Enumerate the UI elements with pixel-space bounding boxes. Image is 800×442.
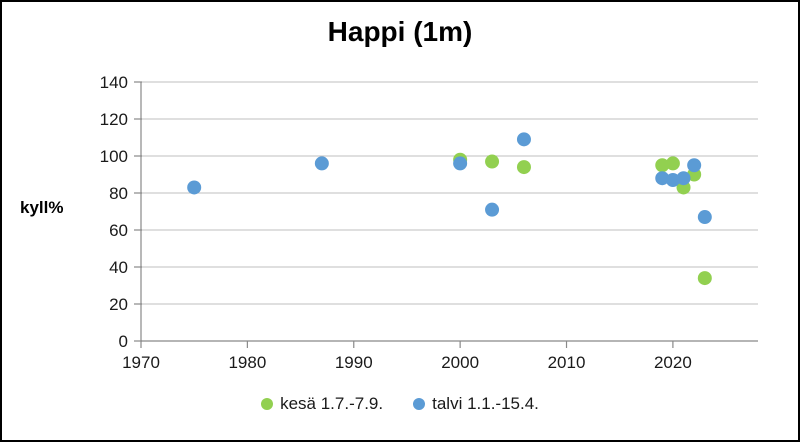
data-point [655,158,670,173]
y-tick-label: 0 [119,332,128,351]
legend-label: kesä 1.7.-7.9. [280,394,384,413]
x-tick-label: 2020 [654,353,692,372]
data-point [516,160,531,175]
y-tick-label: 80 [109,184,128,203]
chart-title: Happi (1m) [327,16,473,47]
data-point [187,180,202,195]
legend-marker-icon [413,398,426,410]
data-point [665,156,680,171]
data-point [687,158,702,173]
x-tick-label: 2000 [441,353,479,372]
data-point [676,171,691,186]
data-point [485,202,500,217]
legend-item: talvi 1.1.-15.4. [413,394,539,414]
x-tick-label: 1990 [335,353,373,372]
y-tick-label: 20 [109,295,128,314]
data-point [665,173,680,188]
legend-marker-icon [261,398,274,410]
y-tick-label: 100 [100,147,128,166]
data-point [697,210,712,225]
legend-item: kesä 1.7.-7.9. [261,394,383,414]
x-tick-label: 1980 [228,353,266,372]
data-point [453,156,468,171]
y-tick-label: 140 [100,73,128,92]
y-tick-label: 40 [109,258,128,277]
legend: kesä 1.7.-7.9. talvi 1.1.-15.4. [2,394,798,414]
data-point [314,156,329,171]
y-axis-title: kyll% [20,198,64,217]
data-point [655,171,670,186]
y-tick-label: 60 [109,221,128,240]
legend-label: talvi 1.1.-15.4. [432,394,539,413]
data-point [697,271,712,286]
x-tick-label: 2010 [548,353,586,372]
y-tick-label: 120 [100,110,128,129]
x-tick-label: 1970 [122,353,160,372]
data-point [516,132,531,147]
data-point [485,154,500,169]
